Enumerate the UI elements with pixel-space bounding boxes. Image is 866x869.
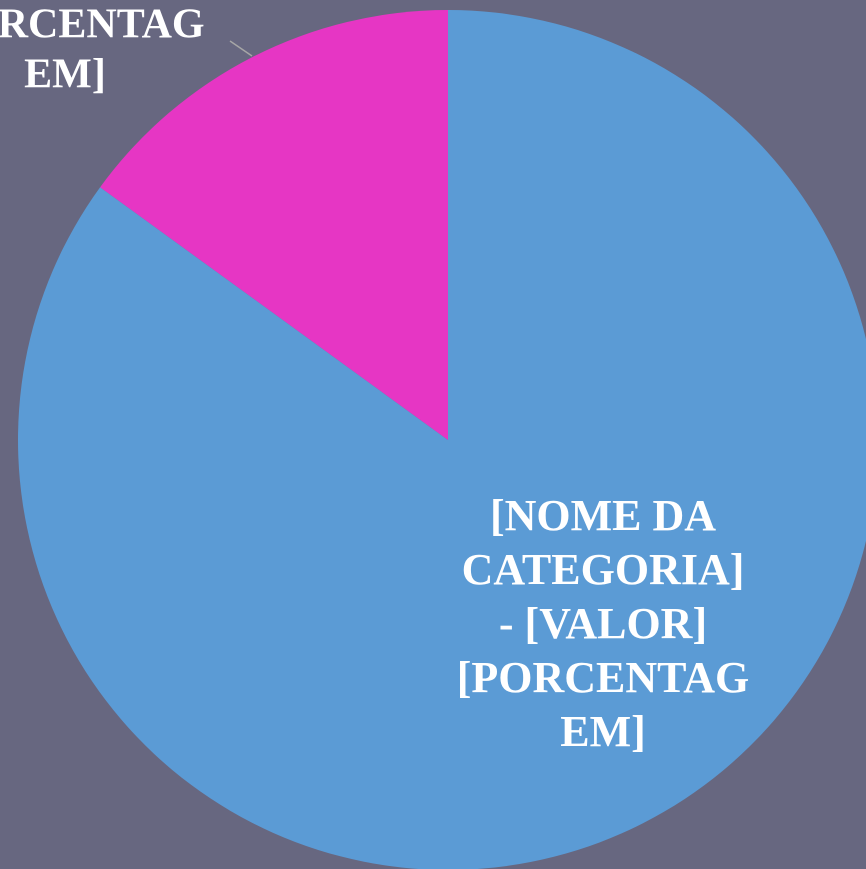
pie-slice — [100, 10, 449, 440]
data-label: EM] — [560, 707, 646, 756]
data-label: [NOME DA — [490, 491, 716, 540]
data-label: EM] — [24, 52, 106, 98]
data-label: CATEGORIA] — [462, 545, 745, 594]
data-label: - [VALOR] — [499, 599, 707, 648]
data-label: [PORCENTAG — [457, 653, 750, 702]
data-label: [PORCENTAG — [0, 2, 205, 48]
pie-slice — [18, 10, 866, 869]
leader-line — [229, 40, 253, 57]
